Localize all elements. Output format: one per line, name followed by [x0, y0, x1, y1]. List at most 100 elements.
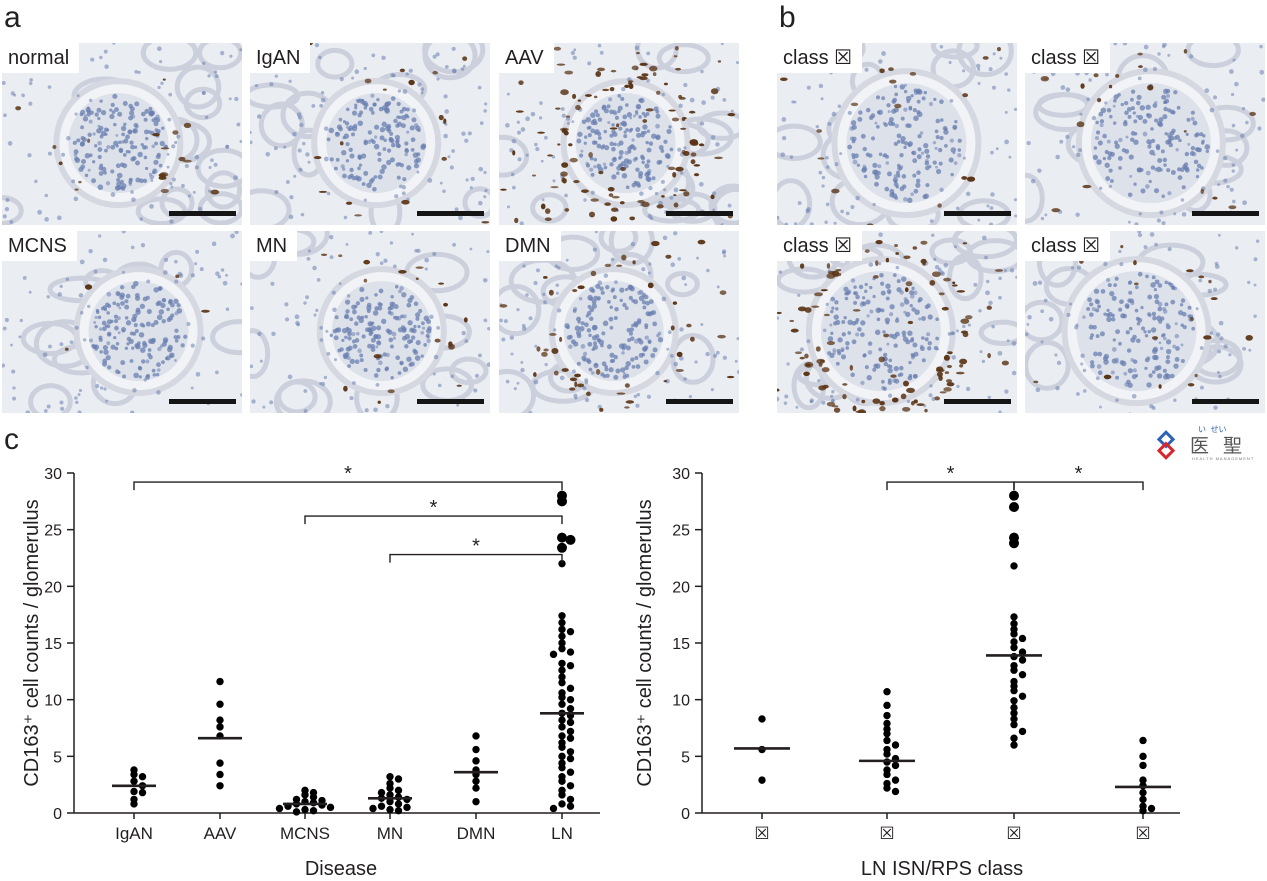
x-tick-label: DMN	[457, 824, 496, 843]
data-point	[558, 800, 566, 808]
x-tick-label: ☒	[754, 824, 769, 843]
data-point	[472, 797, 480, 806]
data-point	[403, 803, 411, 812]
micrograph-mcns: MCNS	[2, 231, 242, 413]
x-tick-label: IgAN	[115, 824, 153, 843]
significance-bracket	[1013, 481, 1144, 491]
data-point	[1010, 562, 1018, 570]
scale-bar	[417, 211, 484, 216]
significance-bracket	[389, 553, 563, 563]
logo: い せい 医 聖 HEALTH MANAGEMENT	[1148, 425, 1258, 465]
data-point	[138, 773, 147, 781]
data-point	[309, 807, 318, 815]
x-tick-label: MCNS	[280, 824, 330, 843]
micrograph-aav: AAV	[499, 43, 739, 225]
data-point	[558, 700, 566, 708]
data-point	[557, 532, 567, 543]
data-point	[216, 770, 224, 779]
logo-subtitle: HEALTH MANAGEMENT	[1192, 456, 1255, 461]
x-tick-label: ☒	[1006, 824, 1021, 843]
data-point	[1147, 804, 1156, 813]
data-point	[1009, 490, 1019, 501]
y-tick-label: 5	[681, 749, 690, 766]
data-point	[565, 534, 576, 545]
data-point	[472, 757, 480, 765]
y-axis-title: CD163⁺ cell counts / glomerulus	[634, 499, 656, 786]
data-point	[566, 795, 575, 804]
data-point	[758, 776, 766, 784]
data-point	[558, 625, 566, 634]
scale-bar	[417, 399, 484, 404]
data-point	[558, 763, 566, 772]
micrograph-normal: normal	[2, 43, 242, 225]
data-point	[1010, 709, 1018, 717]
data-point	[566, 705, 575, 713]
data-point	[1010, 697, 1018, 705]
data-point	[216, 759, 224, 767]
data-point	[891, 776, 900, 784]
data-point	[558, 644, 566, 653]
data-point	[216, 700, 224, 708]
micrograph-label: class ☒	[1025, 231, 1111, 261]
data-point	[883, 784, 891, 792]
data-point	[1139, 752, 1147, 761]
data-point	[558, 693, 566, 702]
micrograph-ln-class-4: class ☒	[1025, 231, 1265, 413]
data-point	[1010, 638, 1018, 646]
data-point	[326, 803, 335, 812]
data-point	[130, 770, 138, 779]
data-point	[1139, 807, 1147, 815]
x-tick-label: MN	[377, 824, 403, 843]
data-point	[394, 807, 403, 815]
data-point	[1010, 703, 1018, 712]
data-point	[558, 716, 566, 724]
micrograph-label: DMN	[499, 231, 561, 261]
data-point	[386, 791, 394, 799]
data-point	[557, 496, 567, 507]
data-point	[558, 752, 566, 761]
data-point	[1139, 788, 1147, 797]
scale-bar	[944, 211, 1011, 216]
data-point	[1010, 620, 1018, 628]
data-point	[558, 791, 566, 799]
data-point	[566, 727, 575, 736]
data-point	[557, 542, 567, 553]
data-point	[549, 650, 558, 659]
data-point	[883, 770, 891, 779]
micrograph-label: normal	[2, 43, 80, 73]
data-point	[883, 701, 891, 710]
data-point	[566, 684, 575, 693]
data-point	[549, 804, 558, 813]
data-point	[216, 723, 224, 731]
data-point	[566, 661, 575, 670]
y-tick-label: 15	[44, 636, 62, 653]
significance-bracket	[133, 481, 563, 491]
data-point	[377, 788, 386, 797]
y-tick-label: 20	[672, 579, 690, 596]
data-point	[558, 777, 566, 785]
data-point	[558, 678, 566, 687]
data-point	[1018, 656, 1027, 664]
logo-mark-icon	[1156, 430, 1176, 460]
data-point	[1010, 643, 1018, 652]
data-point	[301, 805, 309, 814]
data-point	[369, 804, 377, 813]
x-tick-label: ☒	[1135, 824, 1150, 843]
data-point	[1010, 686, 1018, 695]
micrograph-label: class ☒	[777, 231, 863, 261]
y-axis-title: CD163⁺ cell counts / glomerulus	[21, 499, 43, 786]
tissue-texture	[2, 231, 242, 413]
data-point	[891, 761, 900, 770]
data-point	[1139, 761, 1147, 770]
data-point	[1139, 776, 1147, 784]
data-point	[394, 800, 403, 808]
data-point	[558, 659, 566, 668]
data-point	[386, 784, 394, 792]
y-tick-label: 20	[44, 579, 62, 596]
significance-bracket	[304, 515, 563, 525]
data-point	[883, 711, 891, 720]
data-point	[216, 782, 224, 790]
y-tick-label: 25	[44, 523, 62, 540]
micrograph-ln-class-3: class ☒	[777, 231, 1017, 413]
chart-disease: 0 5 10 15 20 25 30 IgAN AAV MCNS MN DMN LN CD163⁺ cel…	[21, 463, 600, 880]
